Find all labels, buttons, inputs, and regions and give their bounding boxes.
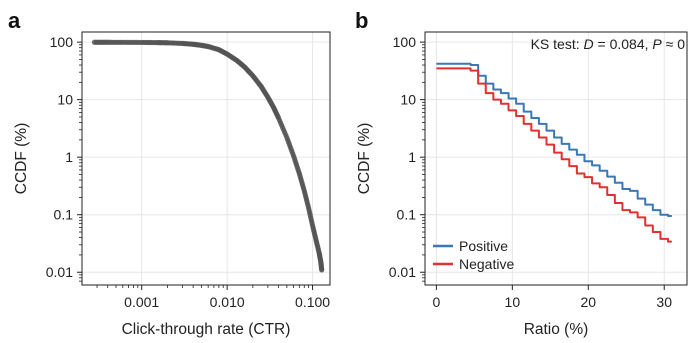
panel-a-plot-frame [81,31,331,286]
panel-b-plot-frame [424,31,688,286]
panel-a-x-tick-label: 0.010 [210,294,245,310]
panel-b-x-tick-label: 10 [505,294,521,310]
panel-b-series-line-negative [436,67,672,243]
panel-b-x-tick-label: 0 [432,294,440,310]
ks-d-value: = 0.084, [594,36,653,52]
panel-a-y-axis-title: CCDF (%) [13,123,30,194]
ks-p-symbol: P [652,36,662,52]
panel-b-x-tick-label: 20 [580,294,596,310]
ks-p-value: ≈ 0 [662,36,685,52]
panel-a-x-tick-label: 0.100 [295,294,330,310]
panel-b-y-tick-label: 0.01 [389,264,416,280]
panel-a-y-tick-label: 0.1 [54,207,74,223]
panel-a-x-axis-title: Click-through rate (CTR) [122,321,291,338]
panel-b-y-tick-label: 100 [393,34,417,50]
ks-test-annotation: KS test: D = 0.084, P ≈ 0 [531,36,686,52]
ks-prefix: KS test: [531,36,584,52]
panel-a-x-tick-label: 0.001 [124,294,159,310]
panel-b-legend-label-positive: Positive [459,238,508,254]
panel-b-y-tick-label: 1 [408,149,416,165]
panel-a-y-tick-label: 1 [65,149,73,165]
panel-b-y-axis-title: CCDF (%) [356,123,373,194]
panel-a-y-tick-label: 10 [57,92,73,108]
panel-a: 100 10 1 0.1 0.01 0.001 0.010 0.100Click-throug… [13,31,331,338]
panel-a-y-tick-label: 100 [50,34,74,50]
panel-b-x-axis-title: Ratio (%) [524,321,589,338]
panel-b-series-line-positive [436,62,672,217]
panel-a-letter: a [8,8,21,33]
ks-d-symbol: D [584,36,594,52]
panel-b-y-tick-label: 10 [400,92,416,108]
panel-b: 100 10 1 0.1 0.01 0 10 20 30 Ratio (%) CCDF (%) Pos… [356,31,688,338]
panel-b-x-tick-label: 30 [656,294,672,310]
panel-b-letter: b [355,8,368,33]
panel-a-y-tick-label: 0.01 [46,264,73,280]
panel-a-data-point [319,267,325,273]
panel-b-y-tick-label: 0.1 [397,207,417,223]
panel-b-legend-label-negative: Negative [459,256,514,272]
